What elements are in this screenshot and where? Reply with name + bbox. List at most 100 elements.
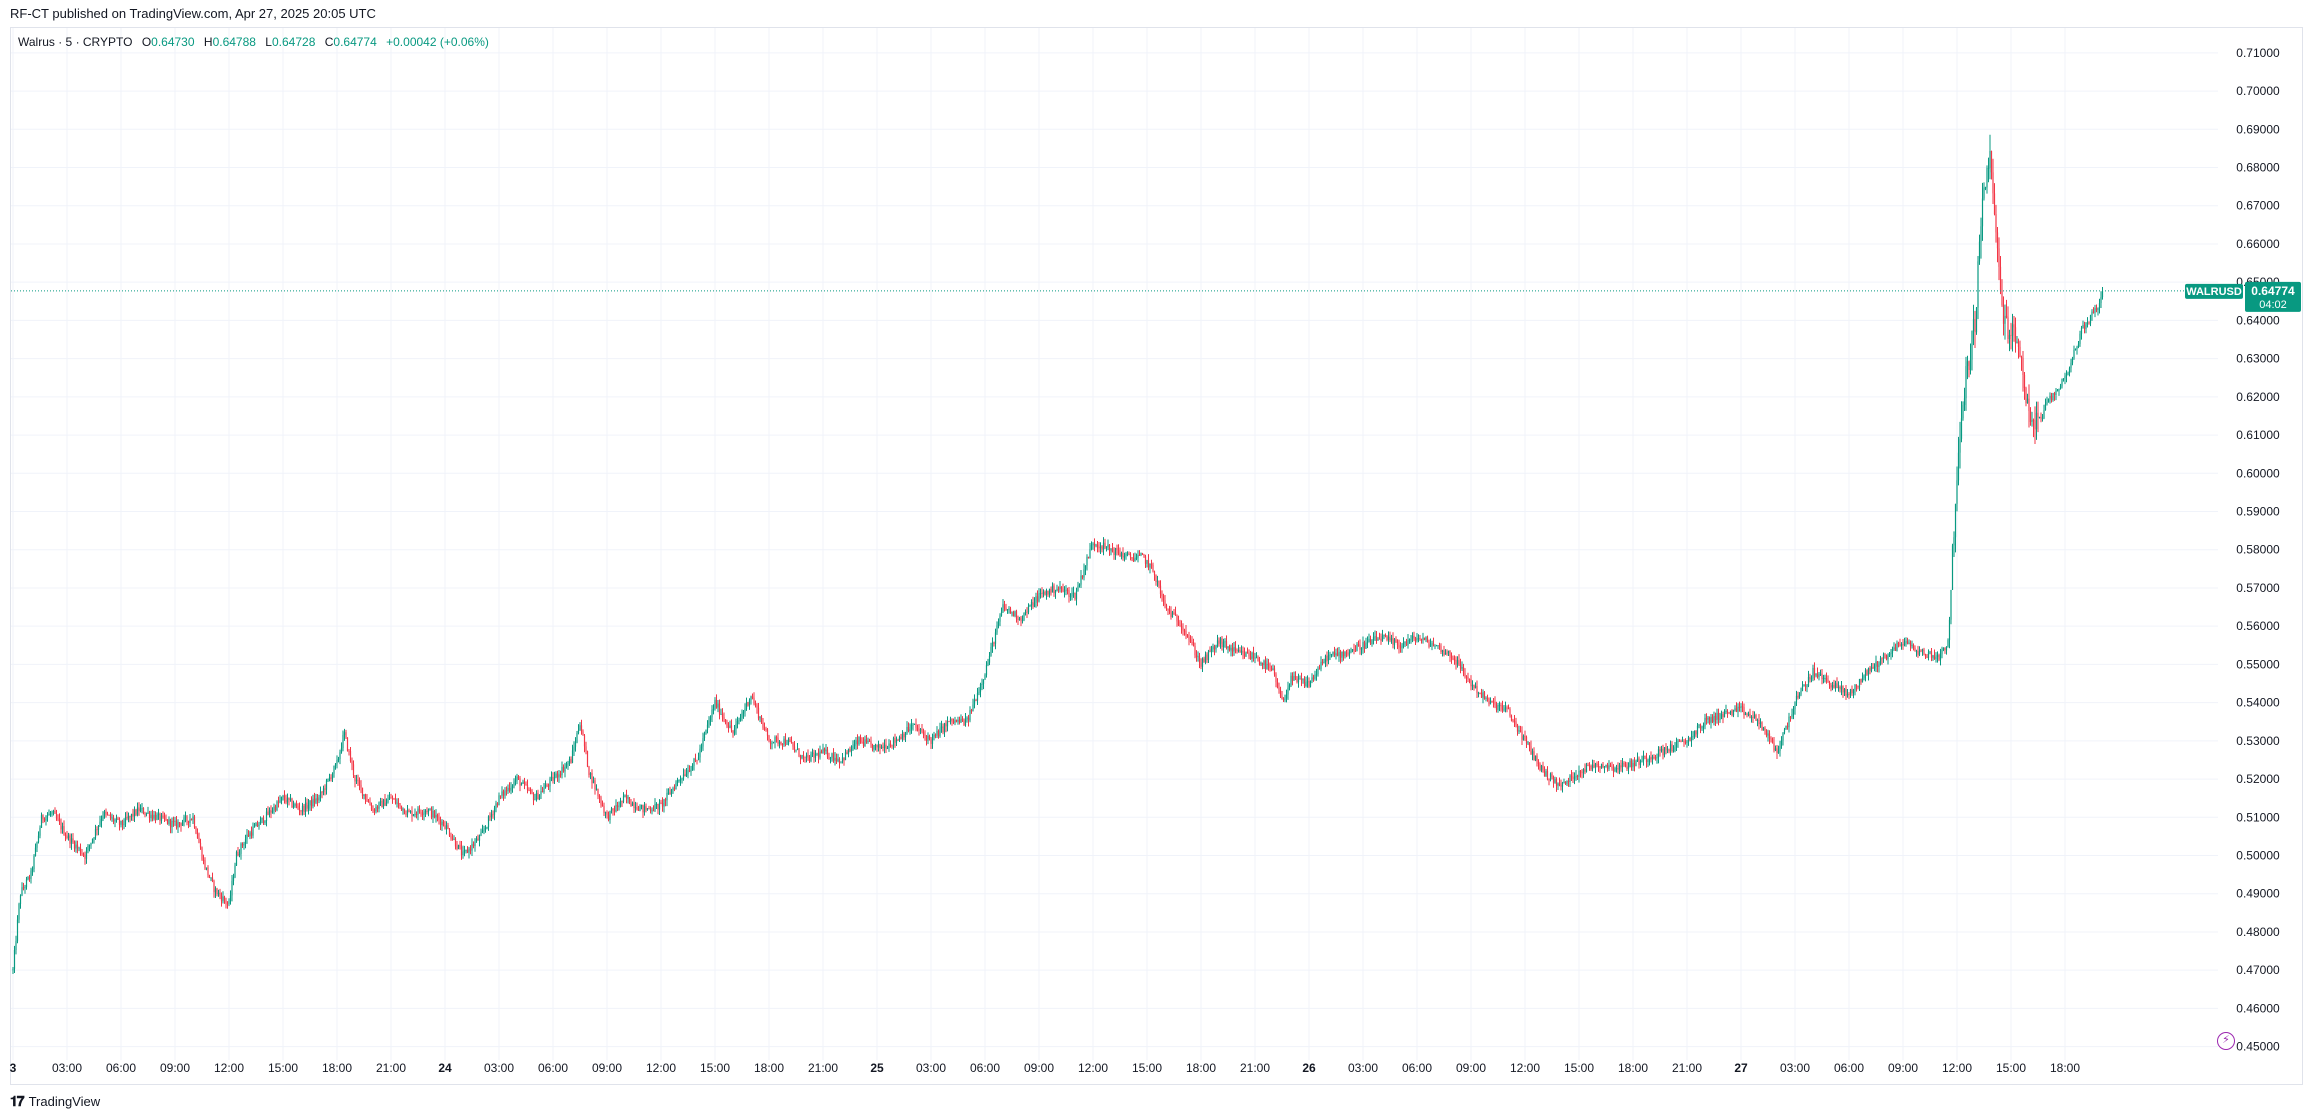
candle-body (541, 791, 544, 793)
candle-body (1999, 266, 2002, 291)
candle-body (1426, 637, 1429, 643)
lightning-bolt-icon[interactable]: ⚡ (2217, 1032, 2235, 1050)
candle-body (316, 798, 319, 801)
candle-body (1449, 650, 1451, 656)
candle-body (508, 787, 511, 791)
candle-body (118, 819, 121, 825)
candle-body (1653, 756, 1655, 758)
candle-body (1474, 685, 1477, 689)
candle-body (1030, 601, 1033, 606)
candle-body (16, 919, 19, 942)
candle-body (223, 896, 226, 901)
candle-body (1779, 746, 1781, 752)
candle-body (448, 829, 451, 836)
candle-body (228, 901, 230, 904)
candle-body (471, 844, 473, 851)
time-tick-label: 18:00 (754, 1061, 784, 1075)
candle-body (601, 804, 604, 807)
candle-body (1054, 591, 1057, 594)
candle-body (1087, 556, 1090, 559)
candle-body (147, 812, 149, 814)
candle-body (1591, 764, 1594, 770)
candle-body (1164, 600, 1166, 606)
candle-body (577, 730, 580, 733)
candle-body (2056, 390, 2059, 392)
candle-body (591, 772, 593, 784)
candle-body (1387, 636, 1390, 641)
candle-body (340, 747, 343, 753)
candle-body (64, 835, 67, 837)
time-axis[interactable]: 3 03:00 06:00 09:00 12:00 15:00 18:00 21:00 24 03… (10, 1061, 2081, 1075)
candle-body (1989, 151, 1991, 168)
candle-body (1671, 744, 1673, 751)
candle-body (351, 761, 353, 765)
tradingview-logo[interactable]: 𝟏𝟕 TradingView (10, 1093, 100, 1110)
candle-body (1726, 710, 1729, 713)
price-tick-label: 0.62000 (2236, 390, 2280, 404)
candle-body (1438, 645, 1441, 647)
candles (12, 134, 2104, 975)
candle-body (1293, 676, 1295, 681)
candle-body (1665, 747, 1667, 750)
candle-body (1623, 762, 1625, 765)
candle-body (1974, 319, 1976, 333)
candle-body (75, 844, 77, 849)
candle-body (1437, 645, 1439, 647)
candle-body (289, 798, 292, 800)
candle-body (1552, 777, 1555, 783)
price-tick-label: 0.61000 (2236, 428, 2280, 442)
candle-body (987, 662, 989, 666)
candle-body (928, 735, 931, 740)
low-value: 0.64728 (271, 35, 316, 49)
candle-body (1050, 588, 1052, 593)
candle-body (1342, 651, 1345, 657)
candle-body (1375, 636, 1378, 641)
candle-body (1825, 677, 1828, 680)
candle-body (1666, 749, 1669, 751)
candle-body (1635, 760, 1637, 766)
candle-body (585, 746, 587, 752)
candle-body (286, 797, 289, 803)
candle-body (1891, 649, 1894, 653)
candle-body (438, 817, 440, 821)
candle-body (937, 731, 940, 737)
symbol-name[interactable]: Walrus · 5 · CRYPTO (18, 35, 133, 49)
candle-body (403, 808, 406, 814)
candle-body (573, 746, 575, 751)
candle-body (462, 851, 464, 856)
candle-body (1773, 742, 1775, 751)
candle-body (789, 739, 791, 742)
candle-body (1647, 759, 1649, 763)
candle-body (1036, 596, 1039, 602)
candle-body (1207, 650, 1210, 660)
candle-body (2091, 311, 2093, 316)
candle-body (1992, 172, 1994, 194)
candle-body (2013, 324, 2015, 328)
candle-body (19, 895, 22, 904)
candle-body (997, 621, 1000, 626)
candle-body (477, 838, 479, 841)
price-tick-label: 0.69000 (2236, 122, 2280, 136)
candle-body (1651, 756, 1654, 760)
price-tick-label: 0.68000 (2236, 161, 2280, 175)
candle-body (139, 808, 142, 812)
price-tick-label: 0.55000 (2236, 657, 2280, 671)
candle-body (406, 810, 409, 815)
candle-body (1084, 565, 1087, 570)
candle-body (582, 731, 584, 736)
candle-body (460, 847, 463, 856)
candle-body (1323, 661, 1325, 663)
price-axis[interactable]: 0.45000 0.46000 0.47000 0.48000 0.49000 0.500… (2236, 46, 2280, 1054)
candle-body (1749, 713, 1751, 718)
candle-body (2050, 395, 2053, 401)
candle-body (1497, 705, 1499, 710)
candle-body (657, 803, 659, 810)
candle-body (510, 787, 512, 791)
candle-body (1650, 757, 1652, 760)
candle-body (604, 812, 607, 814)
candle-body (361, 787, 364, 796)
candle-body (1335, 653, 1337, 656)
candle-body (766, 729, 769, 736)
candle-body (360, 784, 362, 788)
